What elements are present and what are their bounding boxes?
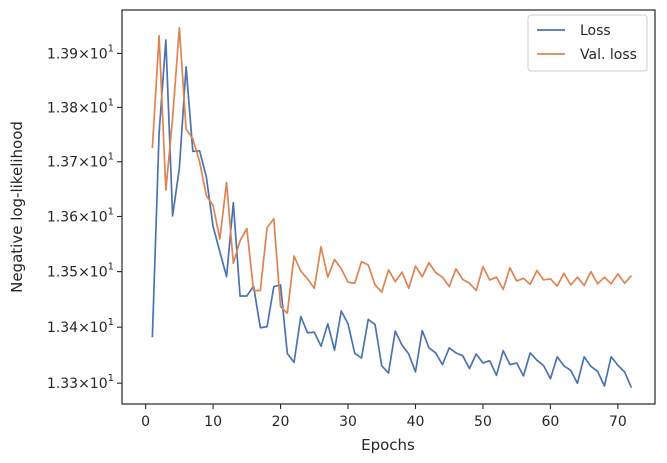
x-tick-label: 50 <box>474 414 492 430</box>
x-tick-label: 30 <box>339 414 357 430</box>
series-line-0 <box>151 39 633 389</box>
y-tick-label: 1.37×101 <box>47 152 114 171</box>
x-tick-label: 0 <box>141 414 150 430</box>
y-axis-label: Negative log-likelihood <box>8 121 26 293</box>
legend: Loss Val. loss <box>527 14 648 72</box>
legend-label-val-loss: Val. loss <box>580 47 637 63</box>
y-tick-label: 1.33×101 <box>47 373 114 392</box>
y-tick-label: 1.36×101 <box>47 206 114 225</box>
legend-label-loss: Loss <box>580 23 611 39</box>
x-tick-label: 70 <box>609 414 627 430</box>
x-tick-label: 20 <box>272 414 290 430</box>
series-line-1 <box>151 26 633 315</box>
legend-box <box>527 14 648 72</box>
y-axis-ticks: 1.33×101 1.34×101 1.35×101 1.36×101 1.37×101… <box>47 43 122 392</box>
x-tick-label: 10 <box>204 414 222 430</box>
y-tick-label: 1.39×101 <box>47 43 114 62</box>
series-layer <box>151 26 633 389</box>
plot-frame <box>121 9 656 405</box>
x-axis-ticks: 0 10 20 30 40 50 60 70 <box>141 404 627 430</box>
x-tick-label: 60 <box>542 414 560 430</box>
x-tick-label: 40 <box>407 414 425 430</box>
x-axis-label: Epochs <box>361 436 415 454</box>
y-tick-label: 1.38×101 <box>47 97 114 116</box>
y-tick-label: 1.35×101 <box>47 262 114 281</box>
y-tick-label: 1.34×101 <box>47 317 114 336</box>
